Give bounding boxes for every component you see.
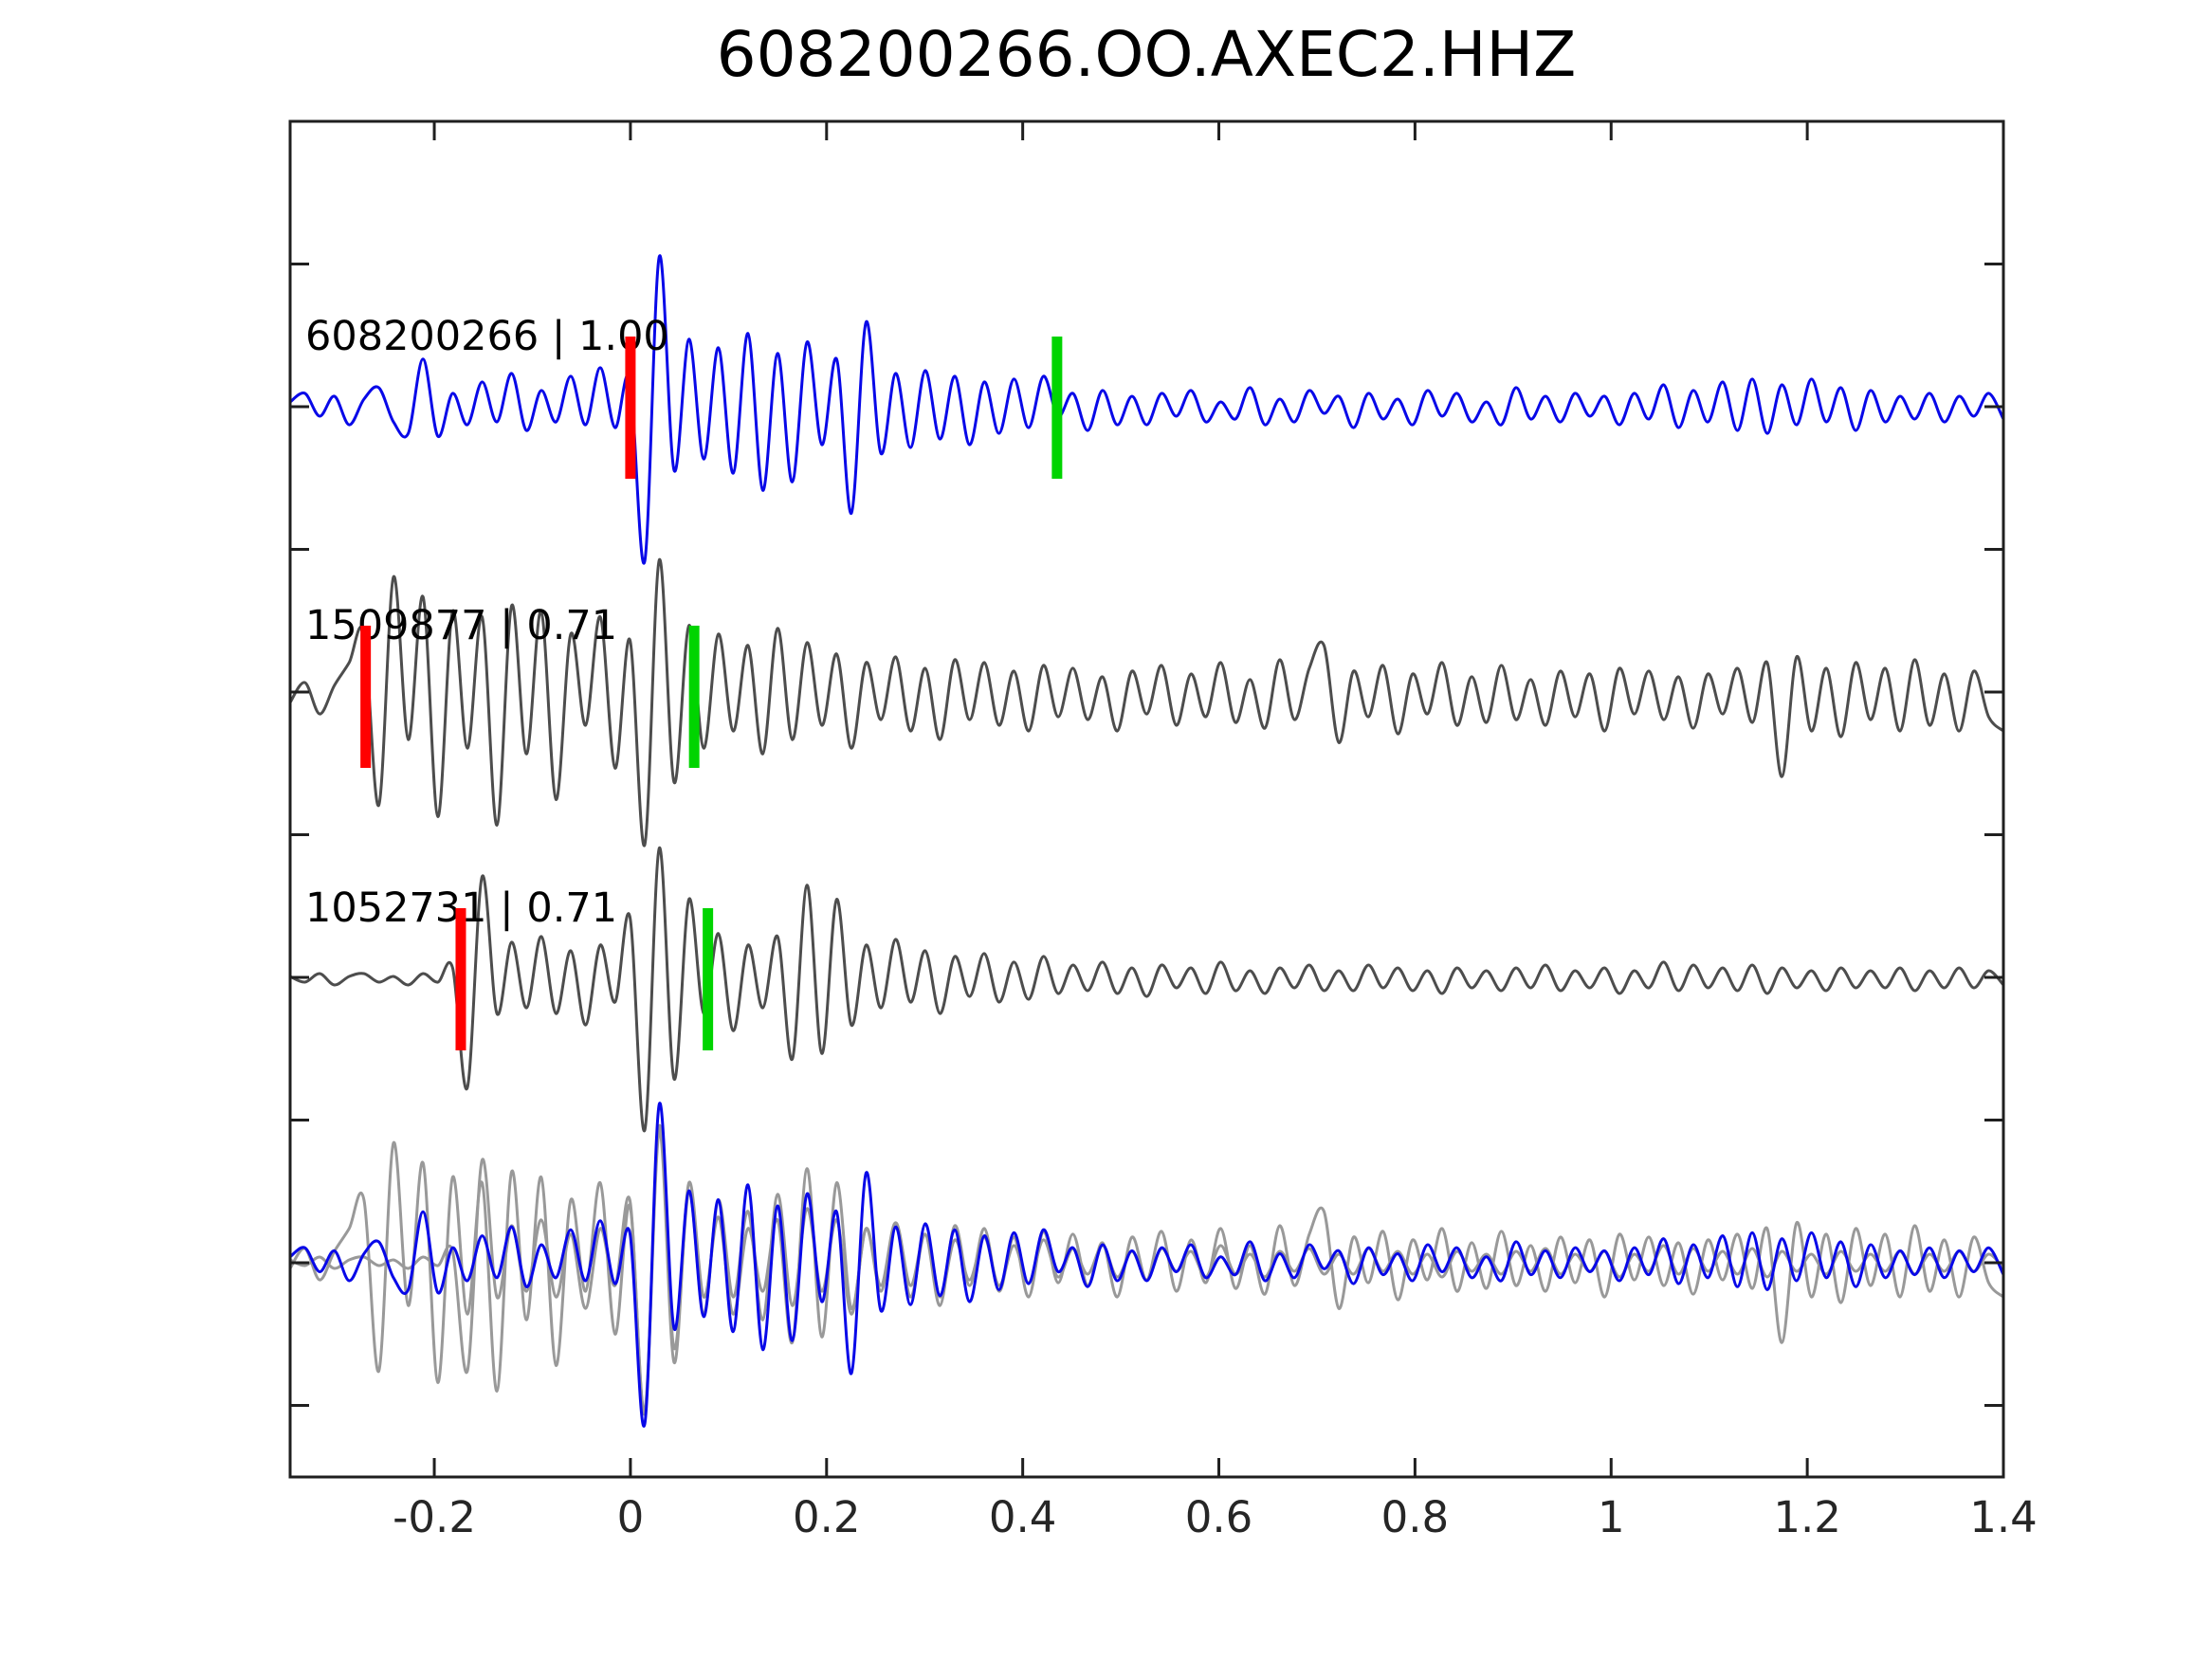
x-tick-label: 0.4 [989, 1492, 1057, 1542]
x-tick-label: 1.4 [1969, 1492, 2038, 1542]
trace-label-608200266: 608200266 | 1.00 [305, 313, 669, 360]
red-pick-marker-1509877 [360, 626, 372, 768]
x-tick-label: 0.6 [1185, 1492, 1253, 1542]
x-tick-label: -0.2 [393, 1492, 476, 1542]
trace-label-1509877: 1509877 | 0.71 [305, 602, 617, 649]
trace-waveform-1509877 [290, 557, 2003, 848]
red-pick-marker-608200266 [625, 337, 636, 479]
overlay-waveform-608200266 [290, 1102, 2003, 1428]
x-tick-label: 0.2 [793, 1492, 861, 1542]
x-tick-label: 0.8 [1381, 1492, 1450, 1542]
green-pick-marker-1509877 [688, 626, 700, 768]
x-tick-label: 0 [617, 1492, 645, 1542]
x-tick-label: 1.2 [1773, 1492, 1841, 1542]
plot-frame [288, 119, 2005, 1479]
trace-waveform-608200266 [290, 254, 2003, 565]
chart-title: 608200266.OO.AXEC2.HHZ [717, 18, 1577, 91]
trace-waveform-1052731 [290, 846, 2003, 1133]
green-pick-marker-1052731 [703, 908, 714, 1050]
green-pick-marker-608200266 [1051, 337, 1063, 479]
overlay-waveform-1509877 [290, 1123, 2003, 1413]
red-pick-marker-1052731 [455, 908, 466, 1050]
x-tick-label: 1 [1598, 1492, 1625, 1542]
